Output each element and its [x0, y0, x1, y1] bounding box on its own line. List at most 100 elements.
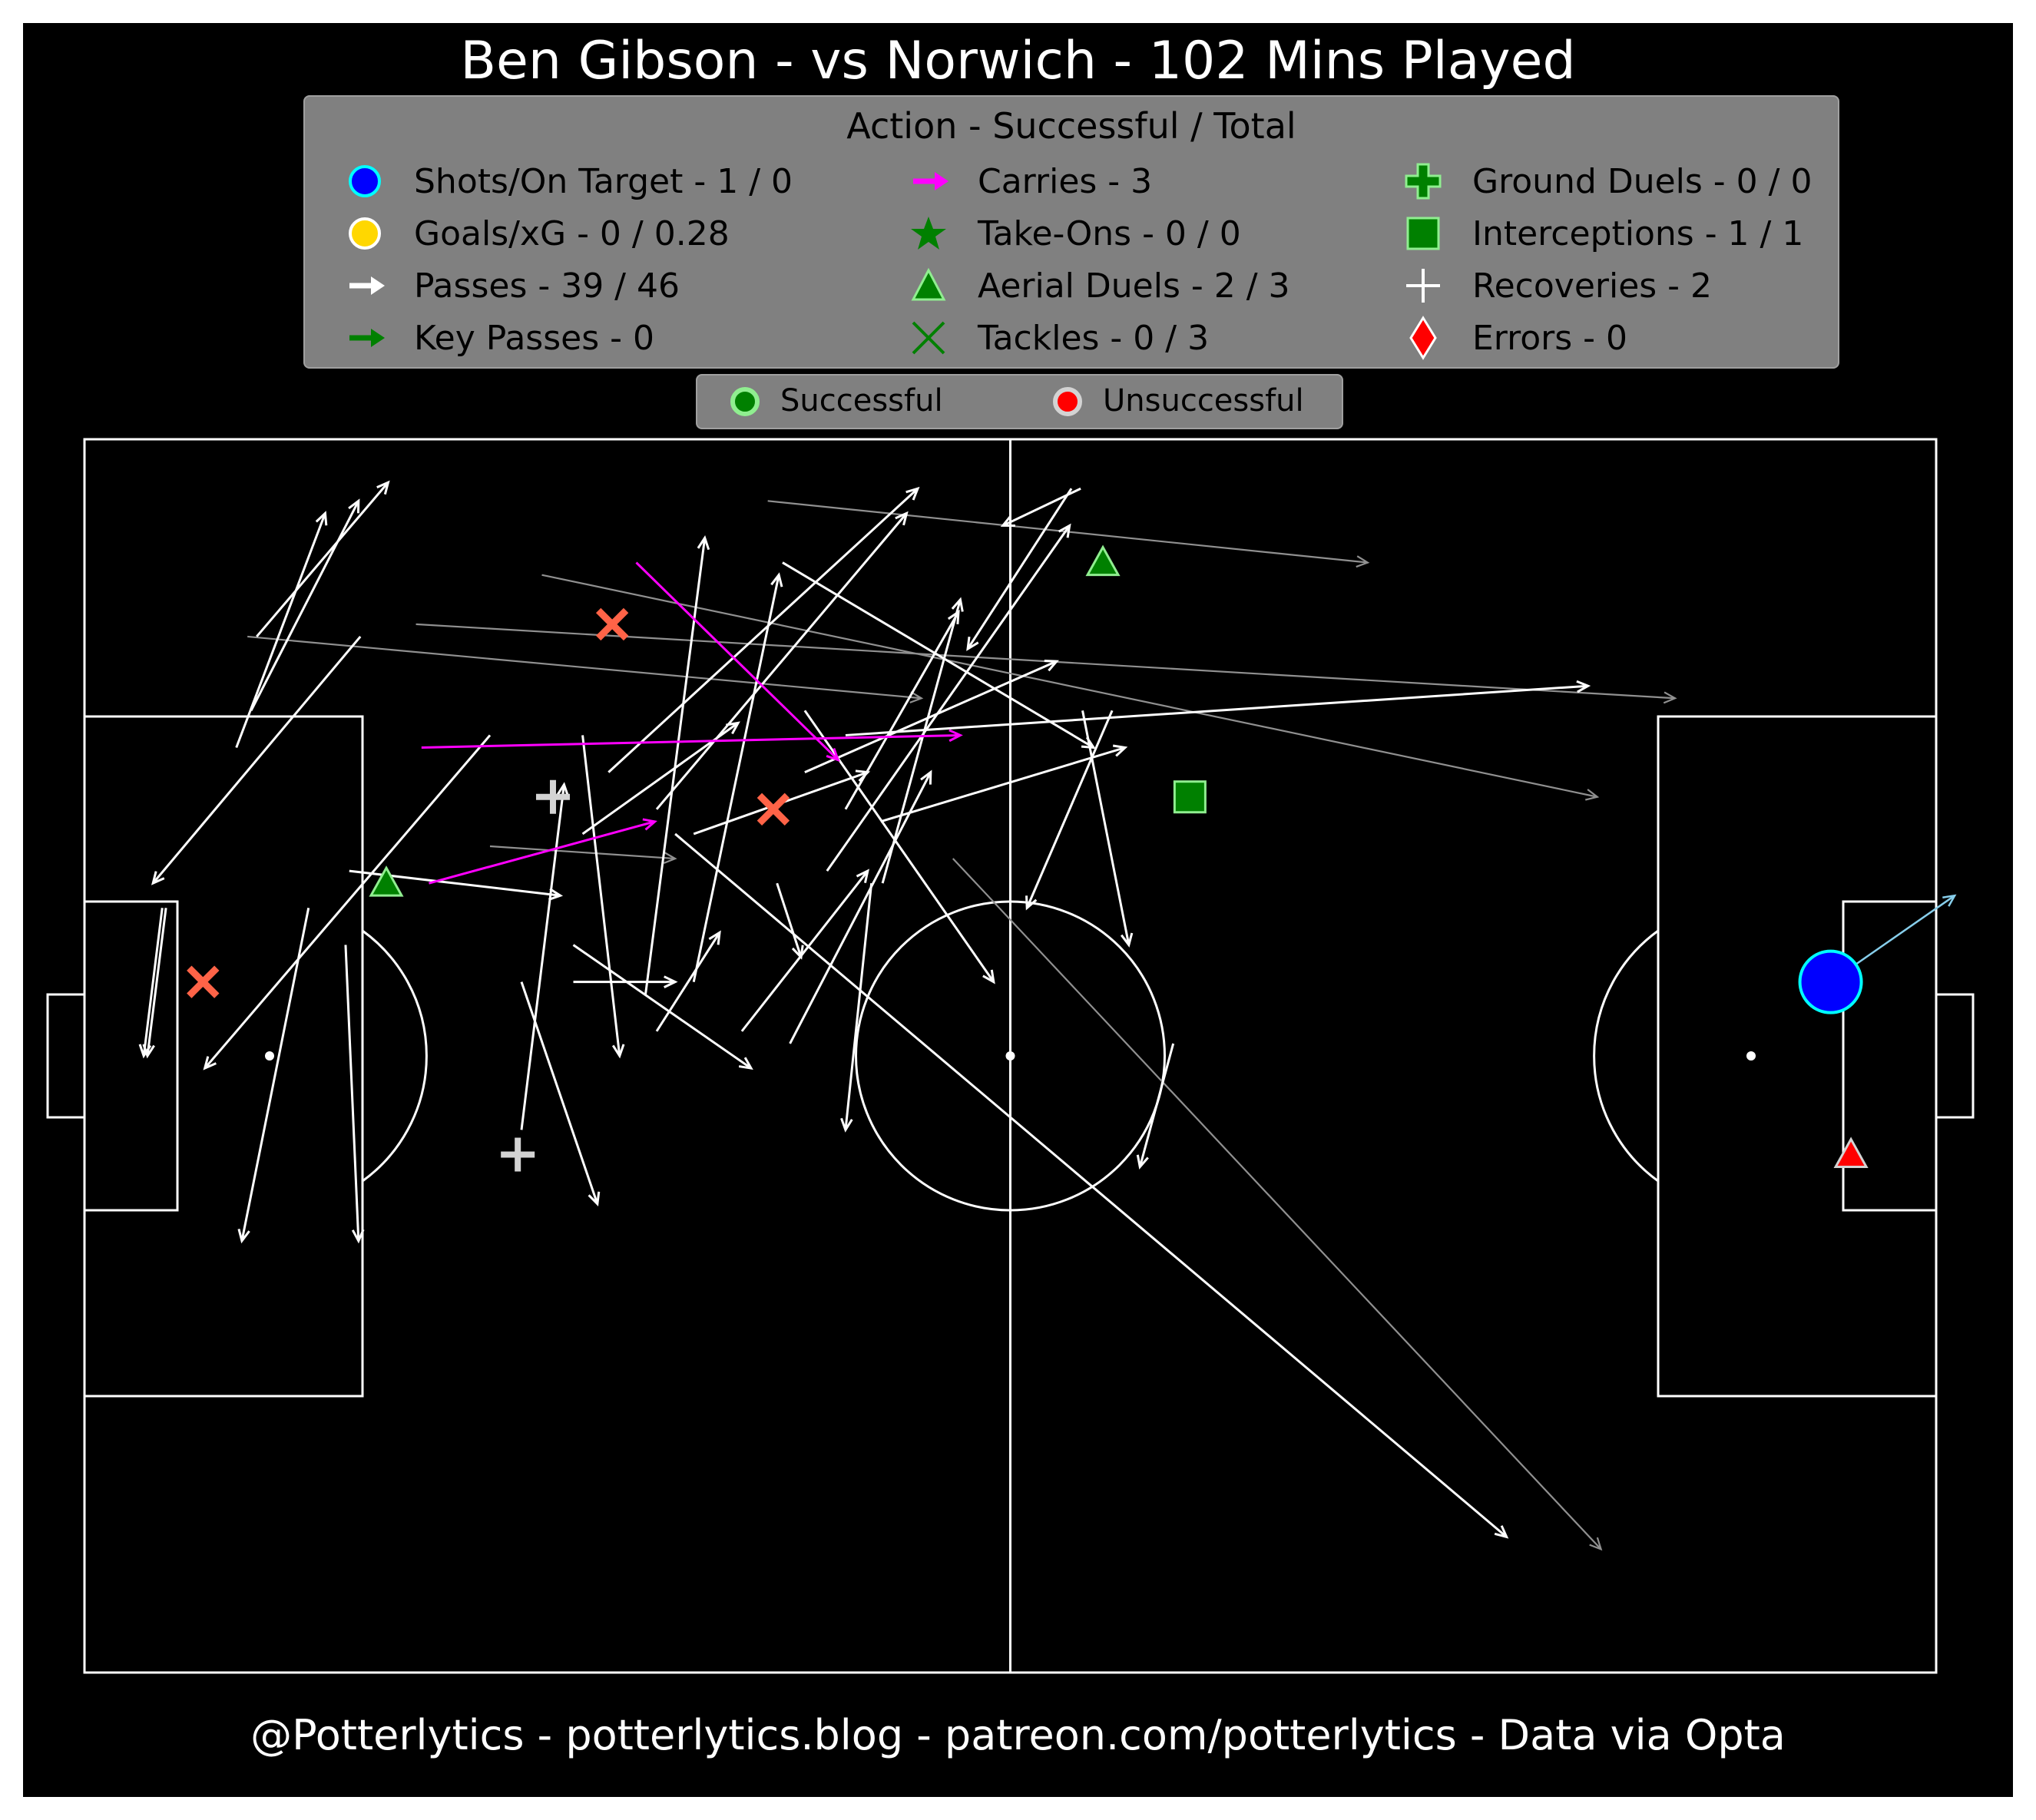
pass-arrow-unsuccessful-head — [1589, 1537, 1603, 1551]
legend-label-unsuccessful: Unsuccessful — [1103, 383, 1304, 419]
pass-arrow-successful-head — [1136, 1154, 1149, 1170]
pass-arrow-successful-head — [947, 609, 960, 624]
left-penalty-area — [83, 715, 364, 1398]
pass-arrow-unsuccessful-head — [1356, 555, 1370, 568]
carry-arrow-shaft — [635, 561, 839, 761]
pass-arrow-successful-head — [548, 888, 564, 901]
pass-arrow-successful — [607, 486, 920, 773]
pass-arrow-successful-head — [556, 782, 570, 797]
pass-arrow-successful-shaft — [152, 635, 362, 885]
pass-arrow-successful — [203, 734, 492, 1070]
pass-arrow-successful-shaft — [572, 944, 752, 1070]
right-goal — [1935, 993, 1975, 1119]
pass-arrow-successful-shaft — [845, 684, 1588, 736]
thin-plus-icon — [1406, 269, 1440, 303]
pass-arrow-successful — [674, 832, 1509, 1539]
pass-arrow-successful — [644, 535, 710, 994]
pass-arrow-successful-shaft — [826, 524, 1071, 872]
pass-arrow-successful-shaft — [966, 488, 1073, 650]
pass-arrow-successful-head — [203, 1056, 217, 1070]
pass-arrow-successful — [803, 710, 995, 984]
shot-marker — [1798, 949, 1863, 1014]
pass-arrow-successful — [520, 981, 601, 1206]
pass-arrow-successful-head — [791, 945, 804, 960]
pass-arrow-successful — [1081, 710, 1134, 948]
pass-arrow-successful — [844, 609, 960, 810]
footer-credits: @Potterlytics - potterlytics.blog - patr… — [250, 1711, 1786, 1759]
pitch-spots — [265, 1051, 1756, 1061]
green-arrow-icon — [349, 329, 385, 347]
pass-arrow-successful-shaft — [844, 883, 873, 1130]
blue-circle-icon — [349, 165, 381, 197]
action-legend: Action - Successful / Total Shots/On Tar… — [303, 95, 1839, 369]
pass-arrow-successful-shaft — [880, 746, 1126, 823]
pass-arrow-unsuccessful-shaft — [489, 845, 676, 860]
carry-arrow-head — [948, 729, 963, 743]
legend-label-shots: Shots/On Target - 1 / 0 — [414, 162, 793, 201]
pass-arrow-successful — [344, 945, 365, 1244]
legend-label-interceptions: Interceptions - 1 / 1 — [1472, 214, 1804, 253]
pass-arrow-successful-head — [1025, 895, 1038, 911]
legend-title: Action - Successful / Total — [846, 105, 1296, 147]
pass-arrow-successful-head — [895, 511, 909, 526]
pass-arrow-successful-shaft — [1081, 710, 1131, 945]
pass-arrow-successful — [840, 883, 873, 1133]
pass-arrow-successful — [138, 908, 164, 1059]
pass-arrow-successful-shaft — [655, 512, 908, 810]
unsuccessful-marker-icon — [1053, 387, 1082, 416]
pass-arrow-successful-head — [920, 769, 932, 785]
carry-arrow-head — [642, 818, 657, 831]
pass-arrow-successful-head — [315, 511, 328, 526]
pass-arrow-successful — [573, 975, 678, 988]
legend-label-take-ons: Take-Ons - 0 / 0 — [978, 214, 1241, 253]
pass-arrow-successful — [572, 944, 753, 1070]
pass-arrow-successful — [1025, 710, 1114, 911]
recovery-marker — [501, 1137, 535, 1172]
left-goal — [46, 993, 86, 1119]
pass-arrow-successful — [740, 869, 869, 1032]
pass-arrow-successful-head — [1576, 680, 1591, 693]
pass-arrow-successful-shaft — [520, 981, 599, 1205]
pass-arrow-successful-shaft — [256, 481, 389, 637]
pass-arrow-successful-head — [856, 869, 869, 884]
pass-arrow-successful-shaft — [520, 784, 565, 1130]
right-penalty-arc — [1593, 929, 1659, 1183]
pass-arrow-successful-shaft — [789, 771, 932, 1044]
pass-arrow-successful — [776, 882, 804, 960]
pass-arrow-successful-shaft — [881, 599, 962, 884]
pass-arrow-successful-shaft — [692, 574, 780, 982]
pass-arrow-successful-head — [1058, 523, 1071, 538]
triangle-icon — [911, 267, 946, 301]
pass-arrow-unsuccessful-head — [1663, 691, 1677, 704]
right-penalty-spot — [1746, 1051, 1756, 1061]
pass-arrow-successful-head — [664, 975, 678, 988]
pass-arrow-successful-head — [966, 636, 979, 651]
carry-arrow-shaft — [421, 733, 961, 749]
pass-arrow-successful-shaft — [204, 734, 492, 1070]
pass-arrow-successful — [655, 930, 721, 1032]
pass-arrow-unsuccessful-head — [663, 852, 677, 865]
legend-label-recoveries: Recoveries - 2 — [1472, 266, 1713, 306]
pass-arrow-successful — [966, 488, 1073, 651]
pass-arrow-successful-shaft — [655, 932, 721, 1032]
pass-arrow-successful-shaft — [674, 832, 1508, 1538]
pass-arrow-successful-shaft — [804, 660, 1058, 773]
pass-arrow-unsuccessful-shaft — [247, 635, 922, 700]
pass-arrow-unsuccessful-head — [1584, 789, 1600, 801]
pass-arrow-successful-shaft — [146, 908, 167, 1057]
legend-label-ground-duels: Ground Duels - 0 / 0 — [1472, 162, 1813, 201]
pass-arrow-successful-head — [376, 480, 390, 495]
pass-arrow-successful-head — [1044, 660, 1059, 672]
pass-arrow-successful-head — [1120, 932, 1134, 948]
aerial-duel-marker — [369, 865, 404, 897]
pass-arrow-successful-shaft — [240, 907, 310, 1242]
event-layer — [138, 480, 1957, 1551]
white-arrow-icon — [349, 276, 385, 295]
left-six-yard-box — [83, 900, 179, 1212]
legend-label-goals: Goals/xG - 0 / 0.28 — [414, 214, 730, 253]
pass-arrow-successful-head — [840, 1117, 853, 1133]
legend-label-errors: Errors - 0 — [1472, 319, 1628, 358]
diamond-icon — [1409, 316, 1437, 360]
pass-arrow-unsuccessful-shaft — [541, 574, 1598, 798]
